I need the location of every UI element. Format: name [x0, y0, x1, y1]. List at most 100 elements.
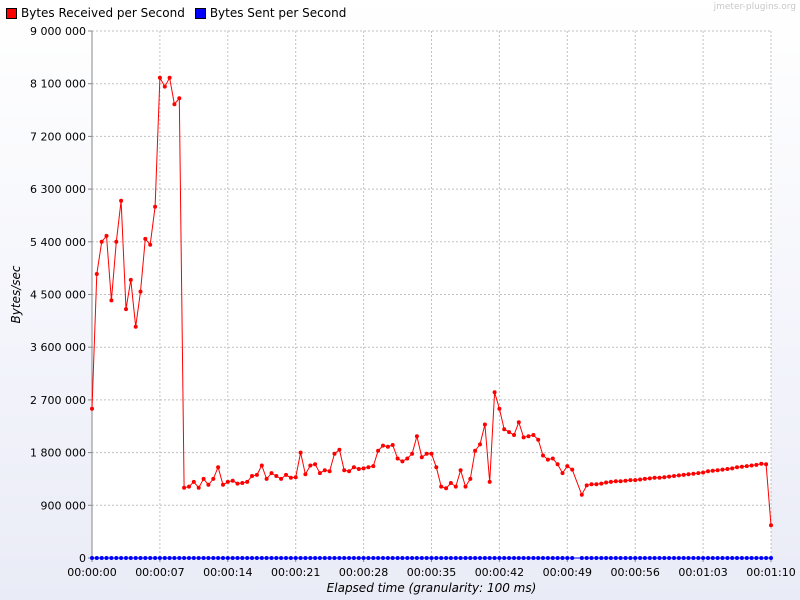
- data-point: [657, 556, 662, 560]
- data-point: [157, 75, 162, 80]
- data-point: [497, 556, 502, 560]
- data-point: [545, 457, 550, 462]
- data-point: [599, 481, 604, 486]
- data-point: [269, 556, 274, 560]
- data-point: [351, 556, 356, 560]
- data-point: [448, 556, 453, 560]
- data-point: [686, 556, 691, 560]
- x-tick-label: 00:00:07: [135, 566, 184, 579]
- data-point: [230, 556, 235, 560]
- data-point: [371, 556, 376, 560]
- data-point: [216, 556, 221, 560]
- data-point: [512, 556, 516, 560]
- data-point: [434, 556, 439, 560]
- data-point: [686, 472, 691, 477]
- data-point: [613, 479, 618, 484]
- data-point: [361, 466, 366, 471]
- data-point: [764, 556, 769, 560]
- data-point: [356, 556, 361, 560]
- data-point: [739, 464, 744, 469]
- data-point: [414, 434, 419, 439]
- data-point: [153, 204, 158, 209]
- x-tick-label: 00:00:14: [203, 566, 252, 579]
- data-point: [128, 277, 133, 282]
- data-point: [458, 468, 463, 473]
- data-point: [177, 96, 182, 101]
- data-point: [225, 556, 230, 560]
- data-point: [739, 556, 744, 560]
- data-point: [424, 451, 429, 456]
- data-point: [638, 477, 643, 482]
- series-received: [90, 75, 773, 528]
- data-point: [308, 463, 313, 468]
- data-point: [327, 469, 332, 474]
- data-point: [259, 463, 264, 468]
- data-point: [565, 464, 570, 469]
- data-point: [536, 437, 541, 442]
- data-point: [735, 465, 739, 470]
- data-point: [143, 236, 148, 241]
- legend-swatch-sent: [194, 7, 206, 19]
- data-point: [308, 556, 313, 560]
- y-tick-label: 2 700 000: [30, 394, 86, 407]
- data-point: [652, 556, 657, 560]
- data-point: [138, 556, 143, 560]
- data-point: [366, 556, 371, 560]
- y-tick-label: 1 800 000: [30, 447, 86, 460]
- data-point: [361, 556, 366, 560]
- data-point: [279, 556, 284, 560]
- data-point: [676, 556, 681, 560]
- data-point: [196, 556, 201, 560]
- data-point: [337, 447, 342, 452]
- data-point: [376, 448, 381, 453]
- data-point: [478, 442, 482, 447]
- data-point: [516, 420, 521, 425]
- data-point: [245, 556, 250, 560]
- data-point: [560, 556, 565, 560]
- data-point: [531, 556, 536, 560]
- data-point: [681, 472, 686, 477]
- data-point: [604, 480, 609, 485]
- data-point: [410, 451, 415, 456]
- data-point: [381, 556, 385, 560]
- data-point: [531, 433, 536, 437]
- data-point: [167, 556, 172, 560]
- data-point: [507, 430, 512, 435]
- data-point: [187, 556, 191, 560]
- y-tick-label: 7 200 000: [30, 130, 86, 143]
- data-point: [613, 556, 618, 560]
- data-point: [303, 472, 308, 477]
- data-point: [124, 307, 128, 312]
- data-point: [579, 492, 584, 497]
- data-point: [327, 556, 332, 560]
- data-point: [371, 464, 376, 469]
- data-point: [264, 556, 269, 560]
- data-point: [206, 556, 211, 560]
- data-point: [298, 556, 303, 560]
- data-point: [332, 556, 337, 560]
- data-point: [715, 468, 720, 473]
- data-point: [201, 476, 206, 481]
- data-point: [153, 556, 158, 560]
- data-point: [196, 485, 201, 490]
- data-point: [652, 475, 657, 480]
- data-point: [589, 556, 594, 560]
- data-point: [565, 556, 570, 560]
- chart-legend: Bytes Received per Second Bytes Sent per…: [6, 6, 356, 20]
- data-point: [376, 556, 381, 560]
- data-point: [293, 475, 298, 480]
- data-point: [284, 472, 288, 477]
- data-point: [269, 471, 274, 476]
- y-tick-label: 900 000: [41, 499, 87, 512]
- data-point: [303, 556, 308, 560]
- data-point: [342, 468, 347, 473]
- y-axis-ticks: 0 900 000 1 800 000 2 700 000 3 600 000 4 500…: [30, 25, 92, 565]
- data-point: [482, 556, 487, 560]
- data-point: [676, 473, 681, 478]
- data-point: [381, 443, 385, 448]
- chart-series: [90, 75, 773, 560]
- data-point: [250, 556, 254, 560]
- data-point: [172, 102, 177, 107]
- data-point: [720, 467, 725, 472]
- data-point: [288, 475, 293, 480]
